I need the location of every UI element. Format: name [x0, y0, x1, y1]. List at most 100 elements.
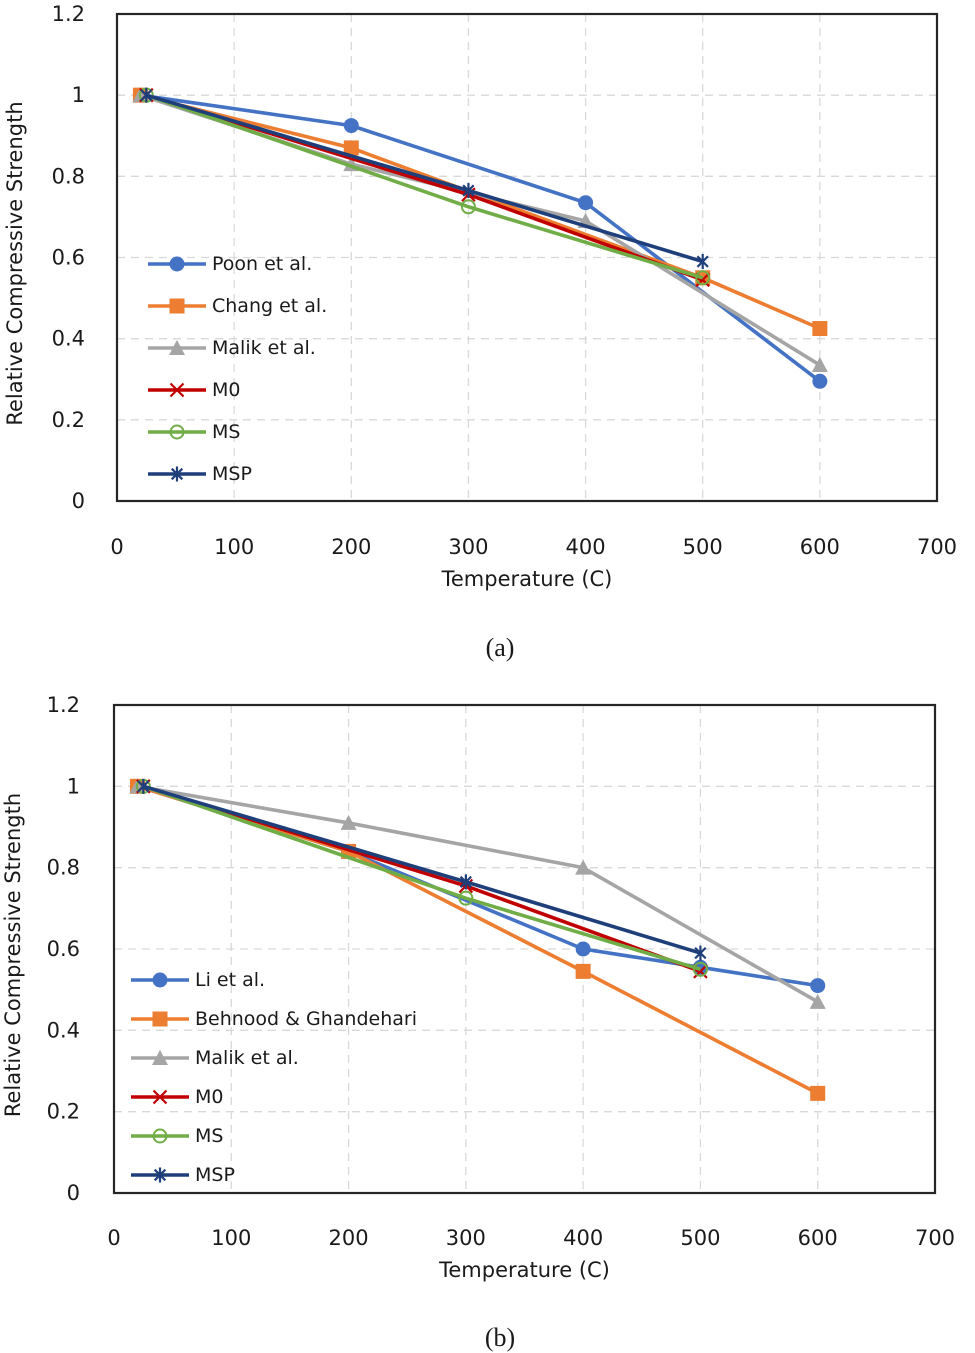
x-tick-label: 0 [107, 1226, 120, 1250]
x-tick-label: 600 [798, 1226, 838, 1250]
x-tick-label: 500 [680, 1226, 720, 1250]
legend-label: Malik et al. [195, 1047, 299, 1069]
data-point [458, 890, 474, 906]
data-point [140, 87, 153, 103]
data-point [812, 321, 828, 337]
series-msp [140, 87, 709, 270]
series-msp [137, 778, 707, 961]
legend-label: MS [195, 1125, 223, 1147]
data-point [811, 357, 828, 373]
legend-item: Chang et al. [148, 295, 327, 317]
series-line [139, 93, 821, 331]
legend-label: Malik et al. [212, 337, 316, 359]
y-tick-label: 0.6 [47, 937, 80, 961]
x-tick-label: 700 [917, 535, 957, 559]
series-line [139, 93, 821, 367]
plot-area-border [112, 703, 937, 1195]
x-tick-label: 100 [214, 535, 254, 559]
data-point [343, 118, 359, 134]
figure-caption: (b) [485, 1323, 515, 1352]
series-line [142, 784, 701, 955]
data-point [343, 140, 359, 156]
legend-item: Malik et al. [131, 1047, 299, 1069]
legend-item: Malik et al. [148, 337, 316, 359]
legend-item: Behnood & Ghandehari [131, 1008, 417, 1030]
legend-marker-icon [169, 424, 185, 440]
legend-marker-icon [169, 340, 185, 355]
x-tick-label: 300 [448, 535, 488, 559]
legend-label: MSP [195, 1164, 235, 1186]
y-axis-label: Relative Compressive Strength [3, 101, 27, 425]
data-point [695, 270, 711, 286]
legend-marker-icon [152, 1050, 168, 1065]
data-point [575, 859, 592, 875]
x-tick-label: 100 [211, 1226, 251, 1250]
gridlines [114, 705, 935, 1193]
x-tick-label: 400 [566, 535, 606, 559]
y-tick-label: 0 [72, 489, 85, 513]
x-axis-label: Temperature (C) [438, 1258, 610, 1282]
legend-item: MS [148, 421, 240, 443]
data-point [578, 195, 594, 211]
series-line [145, 93, 704, 280]
data-point [809, 993, 826, 1009]
data-point [575, 963, 591, 979]
y-tick-label: 0.6 [52, 246, 85, 270]
data-point [460, 199, 476, 215]
legend-item: MSP [131, 1164, 235, 1186]
x-tick-label: 400 [563, 1226, 603, 1250]
legend: Poon et al. Chang et al. Malik et al. M0 MS M… [148, 253, 327, 485]
chart-b: 0 100 200 300 400 500 600 700 0 0.2 0.4 0.6 0.8 1 1.2 T… [1, 693, 955, 1352]
legend-label: Poon et al. [212, 253, 312, 275]
y-tick-label: 0.8 [47, 856, 80, 880]
y-tick-label: 1.2 [47, 693, 80, 717]
data-point [810, 1085, 826, 1101]
chart-a: 0 100 200 300 400 500 600 700 0 0.2 0.4 0.6 0.8 1 1.2 T… [3, 2, 957, 662]
series-line [142, 784, 701, 972]
legend-label: M0 [212, 379, 240, 401]
y-tick-label: 0.2 [52, 408, 85, 432]
x-tick-label: 0 [110, 535, 123, 559]
y-tick-label: 0.8 [52, 164, 85, 188]
figure-caption: (a) [486, 633, 515, 662]
legend-marker-icon [152, 1011, 168, 1027]
x-tick-label: 200 [329, 1226, 369, 1250]
legend-label: MSP [212, 463, 252, 485]
x-tick-label: 300 [446, 1226, 486, 1250]
data-point [812, 373, 828, 389]
legend-marker-icon [169, 298, 185, 314]
data-point [137, 778, 150, 794]
data-point [692, 961, 708, 977]
legend-item: MSP [148, 463, 252, 485]
data-point [459, 874, 472, 890]
legend-item: M0 [131, 1086, 223, 1108]
plot-area-border [115, 12, 939, 503]
legend-item: MS [131, 1125, 223, 1147]
legend-label: M0 [195, 1086, 223, 1108]
data-point [810, 978, 826, 994]
y-tick-label: 1 [72, 83, 85, 107]
series-malik-et-al- [132, 87, 828, 373]
y-tick-label: 1.2 [52, 2, 85, 26]
y-axis-label: Relative Compressive Strength [1, 793, 25, 1117]
legend-marker-icon [170, 466, 184, 482]
legend-item: Li et al. [131, 969, 265, 991]
legend-item: Poon et al. [148, 253, 312, 275]
x-axis-label: Temperature (C) [441, 567, 613, 591]
data-point [575, 941, 591, 957]
data-point [340, 814, 357, 830]
data-point [696, 254, 709, 270]
y-tick-label: 0.4 [52, 327, 85, 351]
legend-label: MS [212, 421, 240, 443]
legend-marker-icon [152, 972, 168, 988]
legend-label: Behnood & Ghandehari [195, 1008, 417, 1030]
series-line [145, 93, 704, 264]
y-tick-label: 1 [67, 774, 80, 798]
series-line [137, 784, 819, 1004]
legend-label: Li et al. [195, 969, 265, 991]
data-point [694, 945, 707, 961]
x-tick-label: 700 [915, 1226, 955, 1250]
legend-label: Chang et al. [212, 295, 327, 317]
y-tick-label: 0.2 [47, 1100, 80, 1124]
gridlines [117, 14, 937, 501]
